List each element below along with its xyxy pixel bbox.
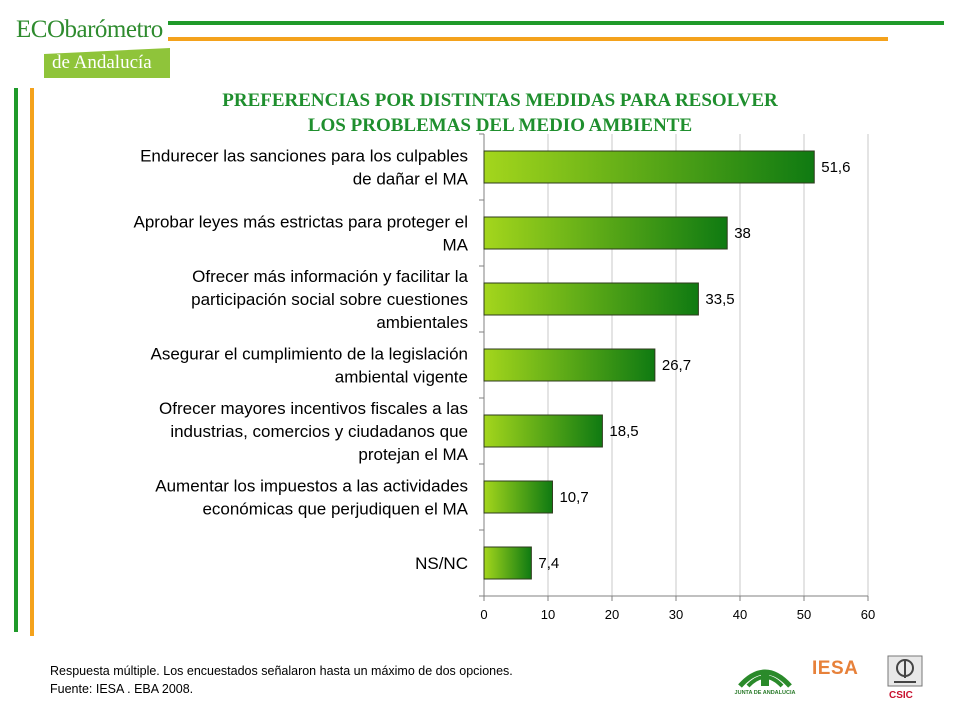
- x-tick-label: 40: [733, 607, 747, 622]
- x-tick-label: 0: [480, 607, 487, 622]
- x-tick-label: 60: [861, 607, 875, 622]
- category-label: industrias, comercios y ciudadanos que: [170, 422, 468, 441]
- bar: [483, 480, 553, 514]
- data-label: 38: [734, 225, 751, 242]
- category-label: Ofrecer más información y facilitar la: [192, 267, 468, 286]
- data-label: 10,7: [559, 489, 588, 506]
- side-rule-green: [14, 88, 18, 632]
- junta-logo-text: JUNTA DE ANDALUCIA: [734, 690, 796, 696]
- iesa-logo: IESA: [812, 658, 859, 679]
- header-rule-orange: [168, 37, 888, 41]
- footnote-line1: Respuesta múltiple. Los encuestados seña…: [50, 664, 513, 678]
- data-label: 33,5: [705, 291, 734, 308]
- x-tick-label: 10: [541, 607, 555, 622]
- data-label: 51,6: [821, 159, 850, 176]
- data-label: 18,5: [609, 423, 638, 440]
- x-tick-label: 50: [797, 607, 811, 622]
- category-label: MA: [443, 236, 469, 255]
- category-label: NS/NC: [415, 554, 468, 573]
- logo-text-top: ECObarómetro: [16, 16, 163, 43]
- category-label: Aprobar leyes más estrictas para protege…: [134, 213, 469, 232]
- csic-logo: CSIC: [886, 654, 924, 704]
- bar: [483, 414, 603, 448]
- bar: [483, 546, 532, 580]
- chart-title: PREFERENCIAS POR DISTINTAS MEDIDAS PARA …: [150, 88, 850, 138]
- x-tick-label: 20: [605, 607, 619, 622]
- bar: [483, 348, 656, 382]
- bar-chart: 0 10 20 30 40 50 60 51,6 Endurecer las sanciones…: [134, 133, 875, 622]
- category-label: participación social sobre cuestiones: [191, 290, 468, 309]
- bar: [483, 282, 699, 316]
- csic-emblem-icon: [887, 655, 923, 687]
- category-label: Ofrecer mayores incentivos fiscales a la…: [159, 399, 468, 418]
- category-label: Endurecer las sanciones para los culpabl…: [140, 147, 468, 166]
- data-label: 26,7: [662, 357, 691, 374]
- category-label: Asegurar el cumplimiento de la legislaci…: [151, 345, 469, 364]
- footnote: Respuesta múltiple. Los encuestados seña…: [50, 662, 513, 698]
- category-label: Aumentar los impuestos a las actividades: [155, 477, 468, 496]
- data-label: 7,4: [538, 555, 559, 572]
- logo-band: [44, 48, 170, 78]
- side-rule-orange: [30, 88, 34, 636]
- bar: [483, 216, 728, 250]
- category-label: protejan el MA: [358, 445, 468, 464]
- category-label: de dañar el MA: [353, 170, 469, 189]
- ecobarometro-logo: ECObarómetro de Andalucía: [14, 16, 170, 78]
- category-label: económicas que perjudiquen el MA: [202, 500, 468, 519]
- junta-andalucia-logo: JUNTA DE ANDALUCIA: [734, 656, 796, 702]
- category-label: ambiental vigente: [335, 368, 468, 387]
- bar: [483, 150, 815, 184]
- junta-emblem-icon: [738, 669, 792, 688]
- logo-text-bottom: de Andalucía: [52, 52, 152, 73]
- category-label: ambientales: [376, 313, 468, 332]
- chart-title-line2: LOS PROBLEMAS DEL MEDIO AMBIENTE: [307, 115, 693, 136]
- source-line: Fuente: IESA . EBA 2008.: [50, 682, 194, 696]
- header-rule-green: [168, 21, 944, 25]
- x-tick-label: 30: [669, 607, 683, 622]
- chart-title-line1: PREFERENCIAS POR DISTINTAS MEDIDAS PARA …: [222, 90, 778, 111]
- csic-logo-text: CSIC: [889, 690, 913, 701]
